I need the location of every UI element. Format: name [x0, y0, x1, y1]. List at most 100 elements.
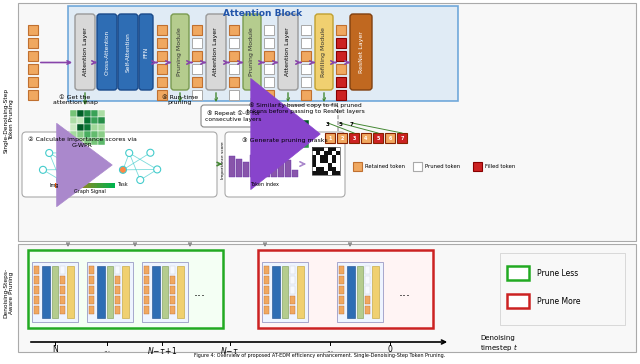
Bar [243, 162, 249, 177]
Bar [320, 167, 324, 171]
Bar [84, 110, 91, 117]
Bar [229, 38, 239, 48]
Bar [98, 124, 105, 131]
Bar [257, 166, 263, 177]
Bar [236, 159, 242, 177]
Bar [339, 306, 344, 314]
Bar [282, 266, 288, 318]
Bar [60, 296, 65, 304]
Bar [144, 266, 149, 274]
Bar [34, 276, 39, 284]
FancyBboxPatch shape [97, 14, 117, 90]
Bar [324, 151, 328, 155]
Text: 6: 6 [388, 135, 392, 141]
Bar [42, 266, 50, 318]
Bar [332, 159, 336, 163]
Bar [281, 141, 288, 148]
FancyBboxPatch shape [273, 105, 338, 135]
Bar [192, 64, 202, 74]
Bar [28, 77, 38, 87]
Bar [157, 25, 167, 35]
Bar [229, 90, 239, 100]
Bar [332, 163, 336, 167]
Bar [365, 306, 370, 314]
Bar [328, 163, 332, 167]
Bar [170, 306, 175, 314]
Bar [229, 38, 239, 48]
Bar [320, 171, 324, 175]
Bar [88, 183, 91, 188]
Bar [290, 306, 295, 314]
Text: Token index: Token index [250, 182, 278, 186]
Bar [170, 276, 175, 284]
Bar [70, 110, 77, 117]
Text: 7: 7 [350, 123, 354, 127]
Text: ...: ... [104, 345, 111, 355]
Circle shape [45, 150, 52, 157]
Bar [192, 25, 202, 35]
Bar [79, 183, 82, 188]
Text: Attention Block: Attention Block [223, 9, 303, 19]
Circle shape [154, 166, 161, 173]
Circle shape [74, 166, 81, 173]
Text: 3: 3 [352, 135, 356, 141]
Text: Denoising-Steps-
Aware Pruning: Denoising-Steps- Aware Pruning [4, 268, 15, 318]
Bar [290, 266, 295, 274]
Bar [28, 51, 38, 61]
FancyBboxPatch shape [278, 14, 298, 90]
Text: ⑥ Similarity-based copy to fill pruned
tokens before passing to ResNet layers: ⑥ Similarity-based copy to fill pruned t… [246, 102, 364, 114]
Bar [349, 133, 359, 143]
Bar [28, 90, 38, 100]
Bar [192, 38, 202, 48]
Bar [320, 155, 324, 159]
Circle shape [137, 177, 144, 183]
Text: Denoising
timestep $t$: Denoising timestep $t$ [480, 335, 518, 353]
Bar [336, 163, 340, 167]
Bar [332, 155, 336, 159]
Bar [413, 162, 422, 171]
Bar [316, 155, 320, 159]
Bar [157, 90, 167, 100]
Bar [107, 266, 113, 318]
Bar [32, 262, 78, 322]
Bar [290, 286, 295, 294]
Bar [144, 286, 149, 294]
Bar [157, 51, 167, 61]
Bar [295, 141, 302, 148]
Text: ④ Run-time
pruning: ④ Run-time pruning [162, 95, 198, 106]
Bar [264, 90, 274, 100]
FancyBboxPatch shape [118, 14, 138, 90]
Text: Pruning Module: Pruning Module [177, 28, 182, 76]
FancyBboxPatch shape [315, 14, 333, 90]
Bar [122, 266, 129, 318]
Text: ② Calculate importance scores via
G-WPR: ② Calculate importance scores via G-WPR [28, 136, 136, 148]
Bar [365, 276, 370, 284]
Bar [28, 64, 38, 74]
Bar [328, 171, 332, 175]
Bar [316, 163, 320, 167]
Bar [302, 141, 309, 148]
Text: ① Get the
attention map: ① Get the attention map [52, 95, 97, 106]
Bar [312, 151, 316, 155]
Bar [106, 183, 109, 188]
Bar [365, 296, 370, 304]
Bar [302, 134, 309, 141]
Bar [292, 170, 298, 177]
Bar [301, 25, 311, 35]
Bar [18, 244, 636, 352]
Bar [336, 147, 340, 151]
Bar [157, 64, 167, 74]
Bar [301, 25, 311, 35]
Bar [316, 167, 320, 171]
Text: ResNet Layer: ResNet Layer [358, 31, 364, 73]
Bar [82, 183, 85, 188]
Bar [264, 38, 274, 48]
Bar [312, 163, 316, 167]
Bar [301, 64, 311, 74]
Bar [98, 117, 105, 124]
Bar [473, 162, 482, 171]
Bar [192, 64, 202, 74]
Bar [192, 51, 202, 61]
Text: 5: 5 [376, 135, 380, 141]
Bar [264, 64, 274, 74]
